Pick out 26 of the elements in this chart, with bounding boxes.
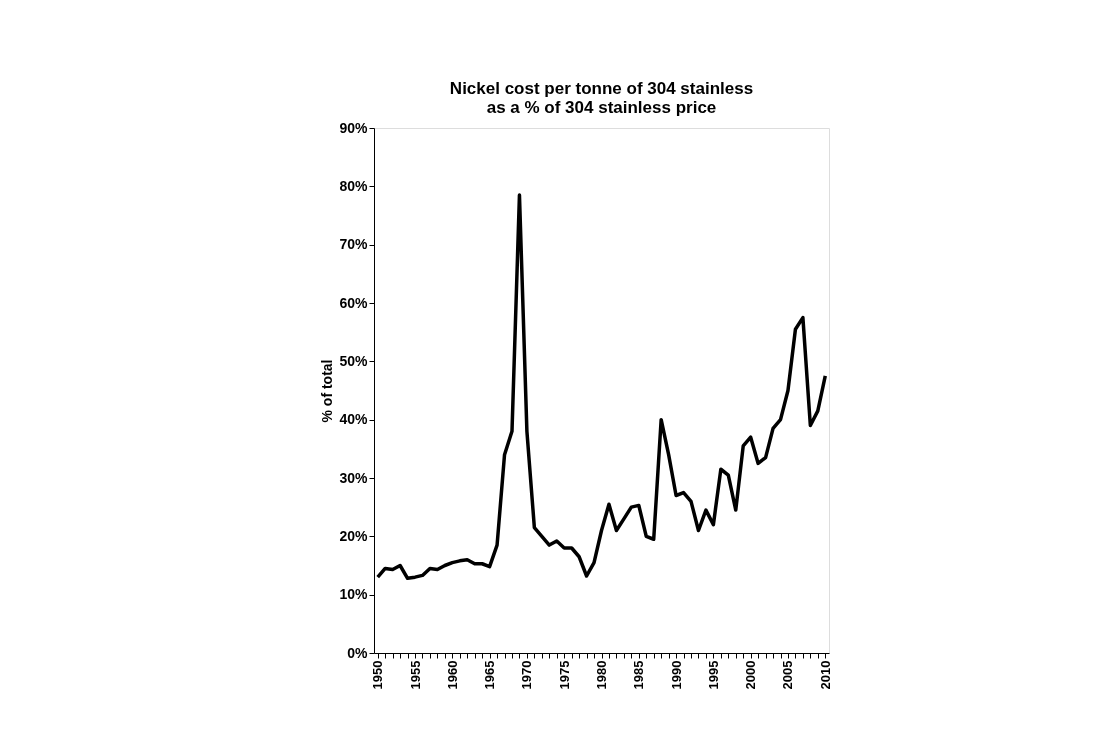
x-tick-label: 1990 <box>668 660 684 690</box>
y-tick-label: 20% <box>339 527 369 544</box>
chart-title: Nickel cost per tonne of 304 stainless as a % of 304 stainless price <box>449 79 754 117</box>
x-tick-label: 1960 <box>444 660 460 690</box>
y-tick-label: 80% <box>339 177 369 194</box>
x-tick-label: 2000 <box>743 660 759 690</box>
x-tick-label: 1965 <box>482 660 498 690</box>
x-tick-label: 1970 <box>519 660 535 690</box>
y-tick-label: 10% <box>339 586 369 603</box>
x-tick-label: 2005 <box>780 660 796 690</box>
x-tick-label: 1955 <box>407 660 423 690</box>
x-tick-label: 1995 <box>705 660 721 690</box>
y-axis-title: % of total <box>319 359 336 423</box>
y-tick-label: 70% <box>339 236 369 253</box>
y-tick-label: 30% <box>339 469 369 486</box>
y-tick-label: 0% <box>347 644 369 661</box>
y-tick-label: 40% <box>339 411 369 428</box>
y-tick-label: 90% <box>339 119 369 136</box>
x-tick-label: 2010 <box>817 660 833 690</box>
x-tick-label: 1980 <box>594 660 609 690</box>
x-tick-label: 1950 <box>370 660 386 690</box>
x-tick-label: 1985 <box>631 660 647 690</box>
x-tick-label: 1975 <box>556 660 572 690</box>
line-series <box>375 193 828 581</box>
y-tick-label: 50% <box>339 352 369 369</box>
y-tick-label: 60% <box>339 294 369 311</box>
